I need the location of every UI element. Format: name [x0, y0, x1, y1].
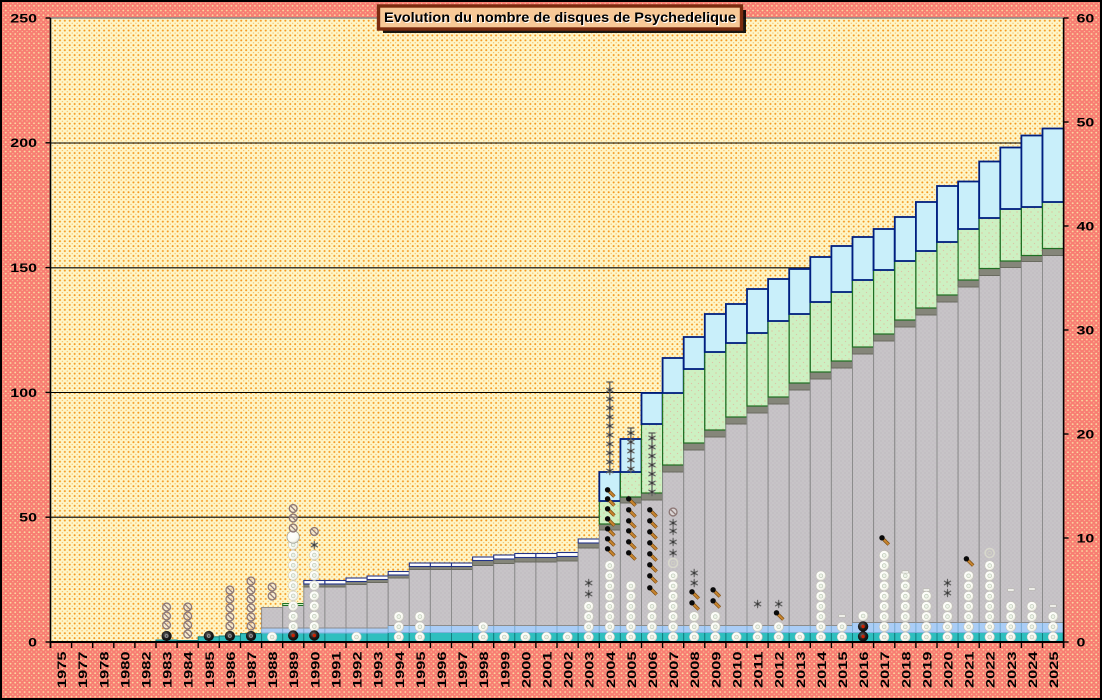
svg-text:2017: 2017 [878, 651, 892, 688]
svg-text:2021: 2021 [963, 651, 977, 688]
svg-text:100: 100 [10, 386, 37, 400]
svg-text:2015: 2015 [836, 651, 850, 688]
svg-text:60: 60 [1077, 11, 1095, 25]
svg-text:40: 40 [1077, 219, 1095, 233]
svg-text:2005: 2005 [625, 651, 639, 688]
svg-text:2008: 2008 [688, 651, 702, 688]
svg-text:2019: 2019 [920, 651, 934, 688]
svg-text:1992: 1992 [351, 651, 365, 688]
svg-text:1978: 1978 [97, 651, 111, 688]
svg-text:2007: 2007 [667, 651, 681, 688]
svg-text:1980: 1980 [118, 651, 132, 688]
svg-text:2009: 2009 [709, 651, 723, 688]
svg-text:0: 0 [28, 635, 37, 649]
svg-text:30: 30 [1077, 323, 1095, 337]
svg-text:20: 20 [1077, 427, 1095, 441]
svg-text:1986: 1986 [224, 651, 238, 688]
svg-text:2000: 2000 [519, 651, 533, 688]
svg-text:2014: 2014 [815, 651, 829, 688]
svg-text:2018: 2018 [899, 651, 913, 688]
svg-text:1995: 1995 [414, 651, 428, 688]
svg-text:1991: 1991 [329, 651, 343, 688]
svg-text:2002: 2002 [562, 651, 576, 688]
svg-text:1993: 1993 [372, 651, 386, 688]
svg-text:0: 0 [1077, 635, 1086, 649]
svg-text:1998: 1998 [477, 651, 491, 688]
svg-text:200: 200 [10, 136, 37, 150]
svg-text:10: 10 [1077, 531, 1095, 545]
svg-text:2023: 2023 [1005, 651, 1019, 688]
svg-text:50: 50 [19, 511, 37, 525]
svg-text:2006: 2006 [646, 651, 660, 688]
svg-text:2025: 2025 [1047, 651, 1061, 688]
svg-text:2003: 2003 [583, 651, 597, 688]
svg-text:2020: 2020 [942, 651, 956, 688]
svg-text:1987: 1987 [245, 651, 259, 688]
svg-text:2024: 2024 [1026, 651, 1040, 688]
svg-text:1988: 1988 [266, 651, 280, 688]
svg-text:1997: 1997 [456, 651, 470, 688]
svg-text:2011: 2011 [752, 651, 766, 688]
svg-text:1990: 1990 [308, 651, 322, 688]
svg-text:1977: 1977 [76, 651, 90, 688]
svg-text:1989: 1989 [287, 651, 301, 688]
svg-text:2004: 2004 [604, 651, 618, 688]
svg-text:Evolution du nombre de disques: Evolution du nombre de disques de Psyche… [384, 9, 736, 25]
svg-text:2016: 2016 [857, 651, 871, 688]
svg-text:1999: 1999 [498, 651, 512, 688]
svg-text:1996: 1996 [435, 651, 449, 688]
svg-text:50: 50 [1077, 115, 1095, 129]
svg-text:1983: 1983 [161, 651, 175, 688]
svg-text:2013: 2013 [794, 651, 808, 688]
svg-text:1975: 1975 [55, 651, 69, 688]
svg-text:2022: 2022 [984, 651, 998, 688]
svg-text:150: 150 [10, 261, 37, 275]
svg-text:250: 250 [10, 11, 37, 25]
svg-text:1984: 1984 [182, 651, 196, 688]
svg-text:2010: 2010 [731, 651, 745, 688]
svg-text:2012: 2012 [773, 651, 787, 688]
svg-text:2001: 2001 [541, 651, 555, 688]
svg-text:1985: 1985 [203, 651, 217, 688]
svg-text:1994: 1994 [393, 651, 407, 688]
svg-text:1982: 1982 [140, 651, 154, 688]
